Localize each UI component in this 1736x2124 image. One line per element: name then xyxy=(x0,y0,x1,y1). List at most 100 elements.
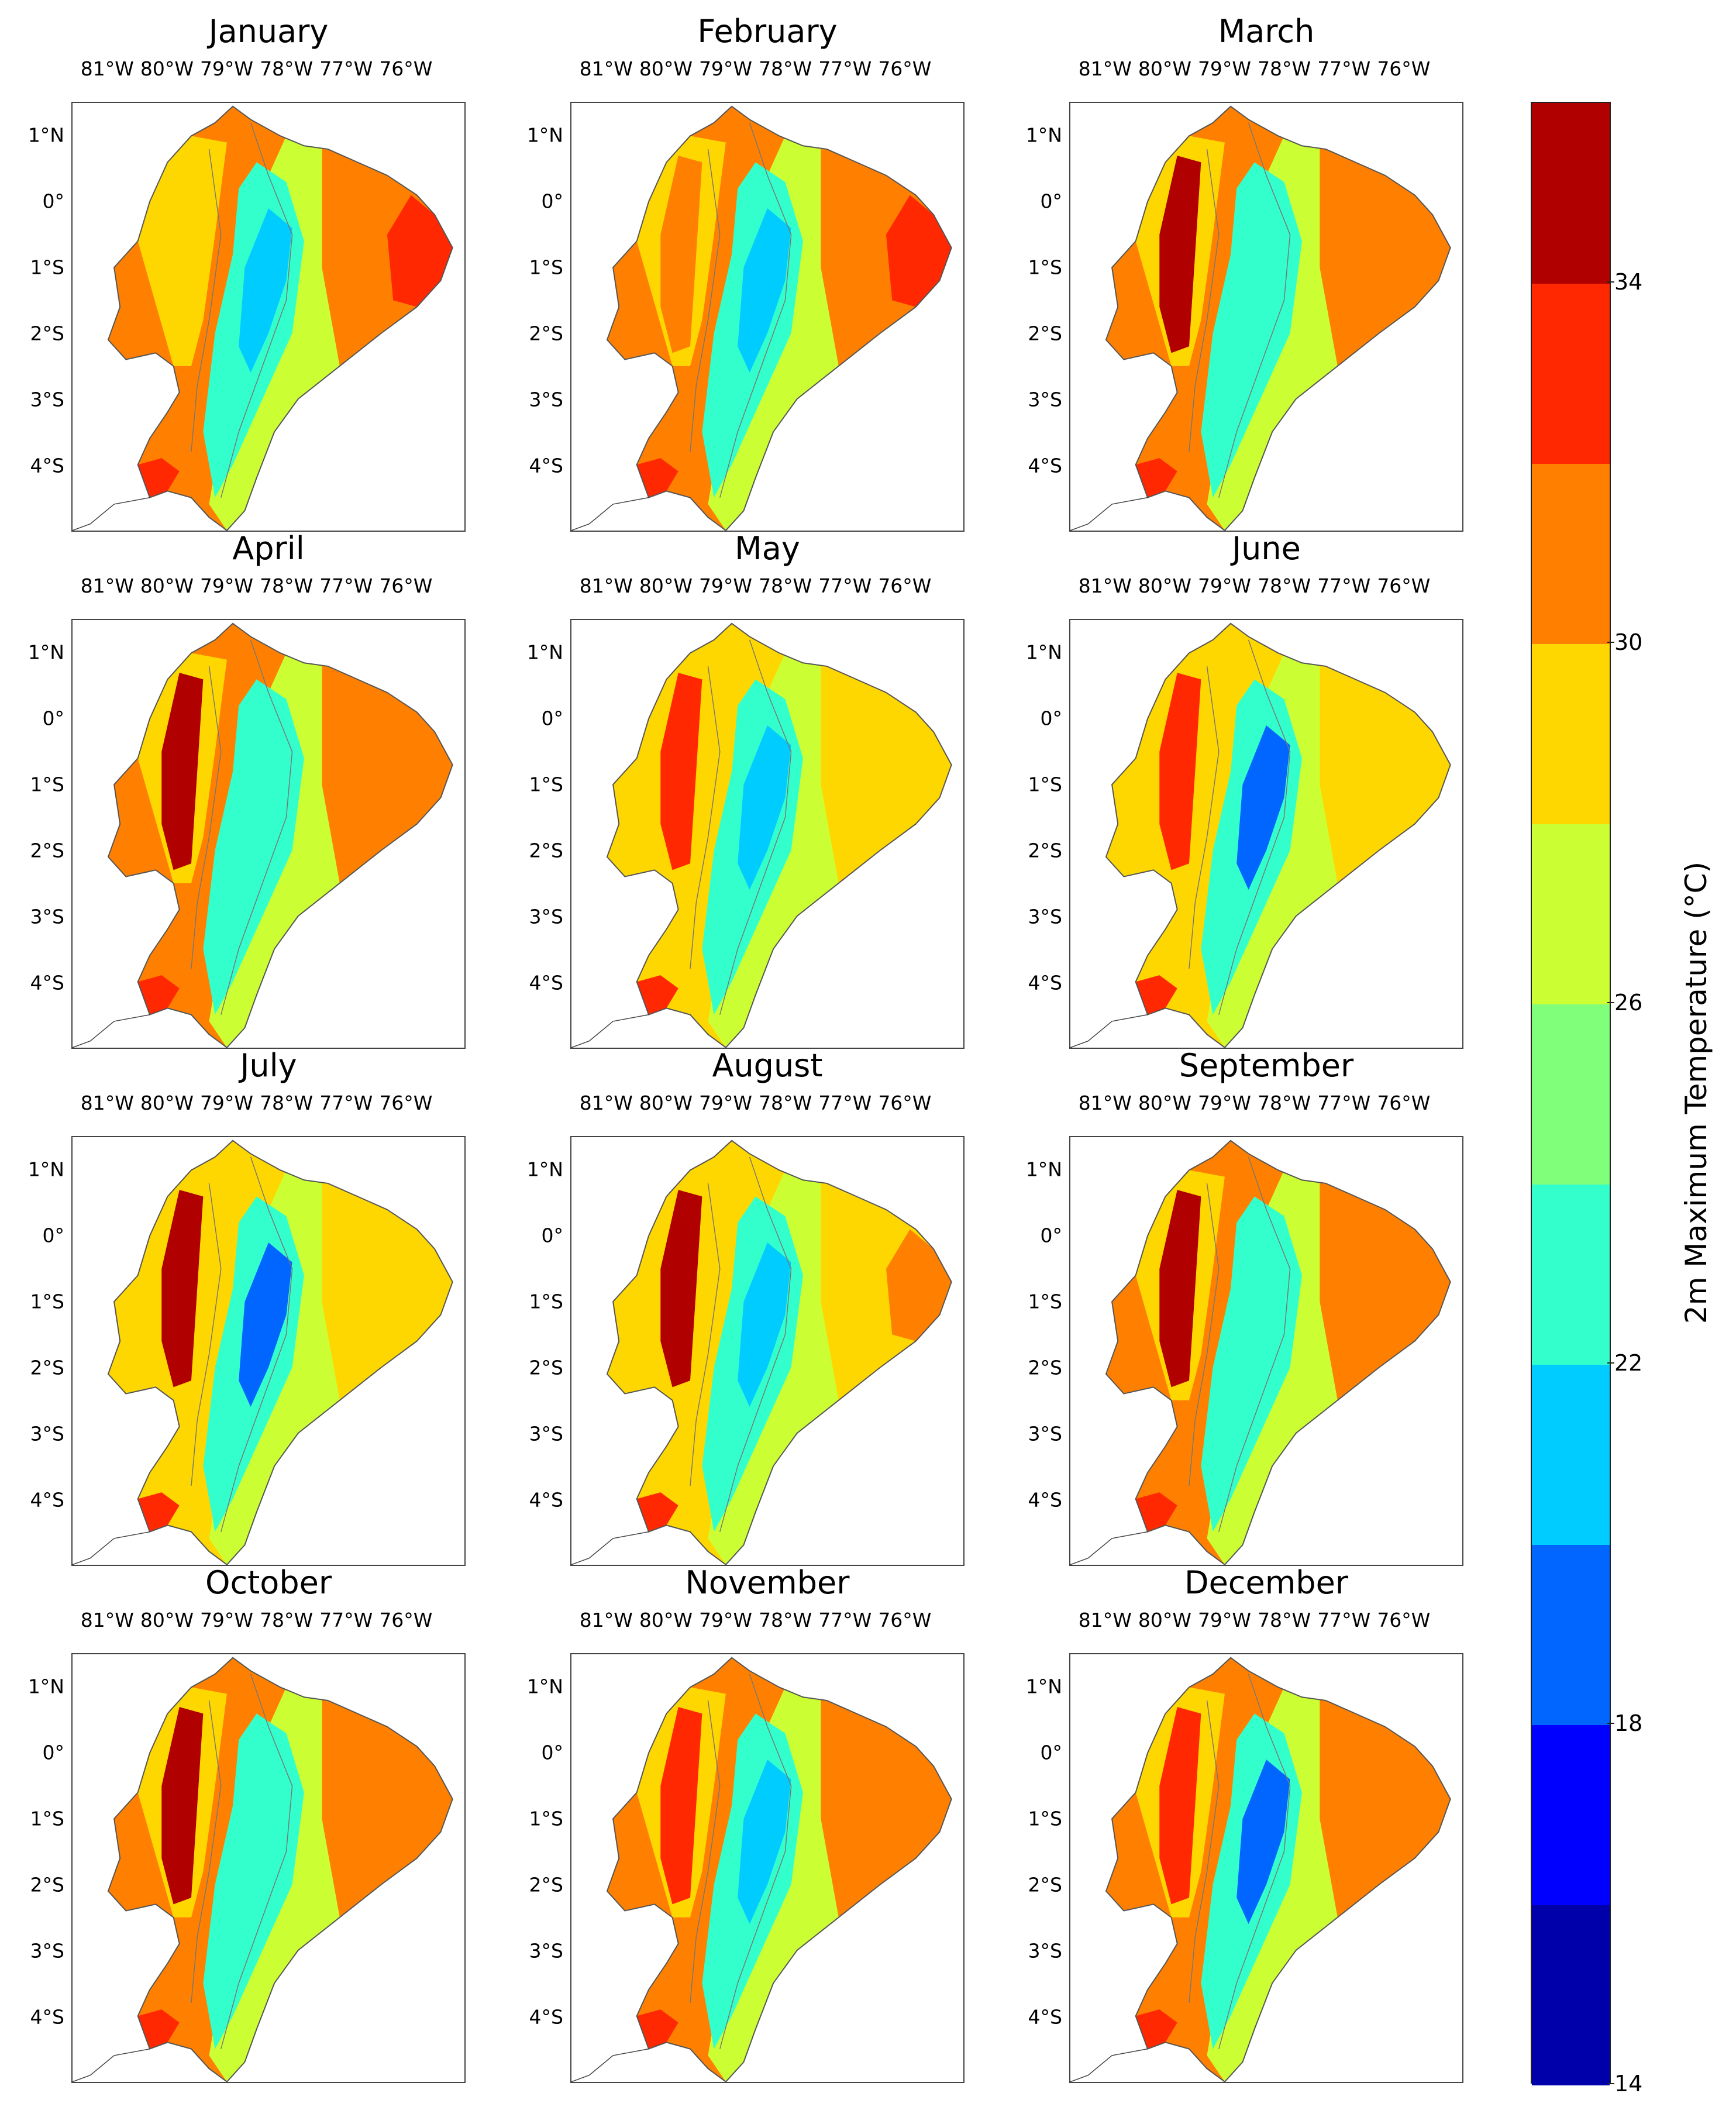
temperature-zone xyxy=(660,1707,702,1905)
longitude-label: 78°W xyxy=(759,1092,812,1114)
longitude-label: 78°W xyxy=(260,57,314,80)
temperature-zone xyxy=(161,1707,204,1905)
temperature-zone xyxy=(137,458,180,498)
panel-title: May xyxy=(735,530,800,567)
longitude-label: 81°W xyxy=(579,1092,633,1114)
latitude-label: 0° xyxy=(541,1224,564,1247)
longitude-label: 79°W xyxy=(698,57,753,80)
temperature-zone xyxy=(1135,1492,1177,1532)
temperature-zone xyxy=(239,1760,292,1925)
longitude-label: 76°W xyxy=(379,1092,433,1114)
map-frame xyxy=(570,1136,965,1566)
month-panel-february: February 81°W 80°W 79°W 78°W 77°W 76°W 1°N 0° 1°S… xyxy=(527,14,965,532)
longitude-label: 79°W xyxy=(199,1609,254,1631)
longitude-label: 77°W xyxy=(818,574,872,597)
province-boundary xyxy=(690,149,721,452)
temperature-zone xyxy=(636,1492,678,1532)
latitude-label: 4°S xyxy=(1028,971,1062,994)
latitude-label: 4°S xyxy=(529,2005,563,2029)
temperature-zone xyxy=(1320,146,1451,366)
longitude-label: 80°W xyxy=(1138,57,1191,80)
latitude-label: 1°S xyxy=(1028,1290,1062,1313)
province-boundary xyxy=(719,122,792,498)
temperature-zone xyxy=(322,663,453,883)
province-boundary xyxy=(690,1183,721,1486)
peru-coastline xyxy=(1070,497,1148,531)
longitude-label: 78°W xyxy=(1258,1092,1311,1114)
colorbar-segment xyxy=(1532,1724,1610,1905)
latitude-label: 3°S xyxy=(30,1422,64,1445)
latitude-label: 1°N xyxy=(27,1675,64,1698)
province-boundary xyxy=(191,666,222,969)
temperature-zone xyxy=(1236,208,1290,373)
panel-title: December xyxy=(1184,1564,1349,1601)
longitude-label: 77°W xyxy=(1317,1092,1371,1114)
latitude-label: 3°S xyxy=(529,1939,563,1963)
temperature-zone xyxy=(886,1229,952,1341)
latitude-label: 1°S xyxy=(30,1290,64,1313)
panel-title: April xyxy=(232,530,305,567)
longitude-label: 81°W xyxy=(1078,574,1132,597)
temperature-zone xyxy=(1384,1229,1451,1341)
latitude-label: 4°S xyxy=(1028,454,1062,477)
temperature-map xyxy=(73,105,453,531)
colorbar-tick-mark xyxy=(1607,642,1614,643)
colorbar-tick-mark xyxy=(1607,1002,1614,1003)
temperature-zone xyxy=(161,673,204,870)
temperature-zone xyxy=(1159,1190,1201,1388)
map-frame xyxy=(1069,1653,1463,2083)
panel-title: January xyxy=(208,13,329,50)
temperature-zone xyxy=(1135,975,1177,1015)
peru-coastline xyxy=(1070,1531,1148,1565)
colorbar-segment xyxy=(1532,1184,1610,1365)
latitude-label: 2°S xyxy=(1028,1873,1062,1896)
province-boundary xyxy=(719,1674,792,2049)
longitude-label: 76°W xyxy=(1377,574,1431,597)
colorbar xyxy=(1531,102,1611,2085)
latitude-label: 1°S xyxy=(30,773,64,796)
latitude-label: 2°S xyxy=(1028,322,1062,345)
longitude-label: 80°W xyxy=(639,574,693,597)
temperature-map xyxy=(73,622,453,1048)
longitude-label: 77°W xyxy=(818,1609,872,1631)
latitude-label: 0° xyxy=(42,1224,65,1247)
longitude-label: 81°W xyxy=(80,1092,134,1114)
peru-coastline xyxy=(73,497,150,531)
province-boundary xyxy=(1189,149,1220,452)
temperature-zone xyxy=(660,1190,702,1388)
latitude-label: 1°N xyxy=(526,641,563,664)
temperature-zone xyxy=(1236,1242,1290,1407)
longitude-label: 79°W xyxy=(199,57,254,80)
longitude-label: 81°W xyxy=(579,57,633,80)
latitude-label: 1°N xyxy=(27,641,64,664)
temperature-zone xyxy=(1320,663,1451,883)
month-panel-september: September 81°W 80°W 79°W 78°W 77°W 76°W 1°N 0° 1°… xyxy=(1026,1048,1463,1566)
latitude-label: 2°S xyxy=(30,1873,64,1896)
latitude-label: 1°S xyxy=(529,1807,563,1830)
latitude-label: 0° xyxy=(1040,1741,1063,1764)
province-boundary xyxy=(1189,666,1220,969)
longitude-label: 78°W xyxy=(1258,1609,1311,1631)
temperature-zone xyxy=(660,673,702,870)
country-outline xyxy=(107,622,453,1048)
latitude-label: 3°S xyxy=(529,1422,563,1445)
peru-coastline xyxy=(73,1531,150,1565)
temperature-zone xyxy=(886,712,952,824)
latitude-label: 3°S xyxy=(30,905,64,928)
temperature-zone xyxy=(1384,712,1451,824)
temperature-zone xyxy=(821,146,952,366)
longitude-label: 76°W xyxy=(878,57,932,80)
temperature-map xyxy=(1070,1140,1451,1565)
temperature-map xyxy=(73,1657,453,2082)
longitude-label: 80°W xyxy=(639,1092,693,1114)
latitude-label: 1°S xyxy=(30,1807,64,1830)
colorbar-tick-label: 30 xyxy=(1614,629,1643,655)
temperature-map xyxy=(571,1657,952,2082)
map-frame xyxy=(1069,1136,1463,1566)
latitude-label: 1°N xyxy=(27,1158,64,1181)
temperature-zone xyxy=(886,195,952,307)
longitude-label: 77°W xyxy=(1317,1609,1371,1631)
temperature-zone xyxy=(1384,195,1451,307)
temperature-zone xyxy=(1236,1760,1290,1925)
latitude-label: 3°S xyxy=(30,1939,64,1963)
